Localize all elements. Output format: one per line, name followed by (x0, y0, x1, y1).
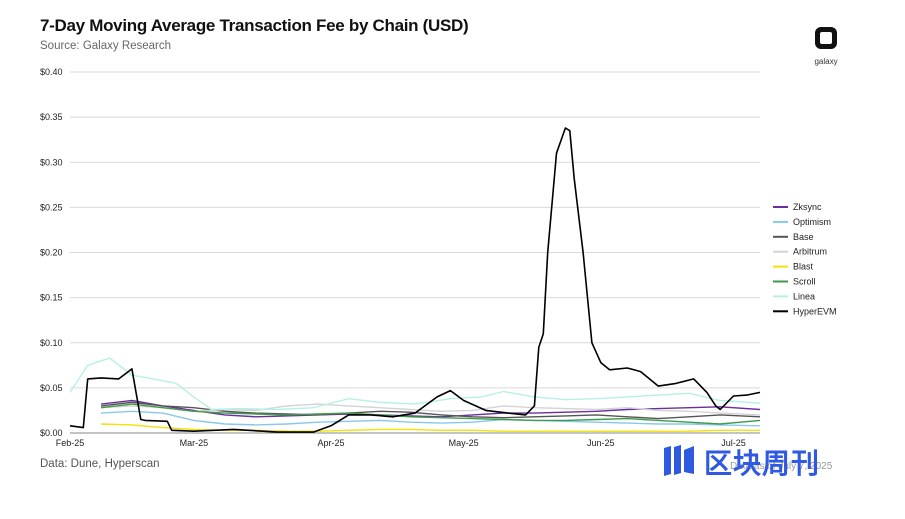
data-source: Data: Dune, Hyperscan (40, 458, 160, 470)
y-tick-label: $0.30 (40, 157, 63, 167)
watermark: 区块周刊 (662, 440, 882, 480)
as-of-note: Data as of July 7, 2025 (730, 461, 833, 472)
galaxy-logo-icon (815, 27, 837, 49)
watermark-text: 区块周刊 (704, 447, 821, 480)
series-line-optimism (100, 410, 761, 427)
y-tick-label: $0.40 (40, 67, 63, 77)
bars-logo-icon (664, 445, 694, 476)
y-tick-label: $0.05 (40, 383, 63, 393)
series-line-arbitrum (100, 403, 761, 416)
legend-label: Scroll (793, 277, 816, 287)
series-line-hyperevm (69, 127, 761, 433)
y-tick-label: $0.10 (40, 338, 63, 348)
series-line-base (100, 401, 761, 420)
series-line-blast (100, 423, 760, 432)
galaxy-logo: galaxy (810, 26, 842, 66)
galaxy-logo-word: galaxy (814, 57, 838, 66)
legend-label: HyperEVM (793, 306, 837, 316)
chart-subtitle: Source: Galaxy Research (40, 40, 172, 52)
x-tick-label: May-25 (449, 438, 479, 448)
y-tick-label: $0.15 (40, 293, 63, 303)
x-tick-label: Feb-25 (56, 438, 85, 448)
x-tick-label: Mar-25 (180, 438, 209, 448)
x-tick-label: Jun-25 (587, 438, 615, 448)
y-tick-label: $0.20 (40, 248, 63, 258)
legend-label: Zksync (793, 202, 822, 212)
x-tick-label: Apr-25 (317, 438, 344, 448)
chart-title: 7-Day Moving Average Transaction Fee by … (40, 16, 469, 35)
y-tick-label: $0.25 (40, 202, 63, 212)
legend-label: Arbitrum (793, 247, 827, 257)
series-line-linea (69, 357, 761, 411)
y-tick-label: $0.35 (40, 112, 63, 122)
legend-label: Blast (793, 262, 814, 272)
legend-label: Base (793, 232, 814, 242)
series-line-scroll (100, 403, 761, 425)
legend-label: Linea (793, 291, 815, 301)
legend-label: Optimism (793, 217, 831, 227)
y-tick-label: $0.00 (40, 428, 63, 438)
x-tick-label: Jul-25 (721, 438, 746, 448)
